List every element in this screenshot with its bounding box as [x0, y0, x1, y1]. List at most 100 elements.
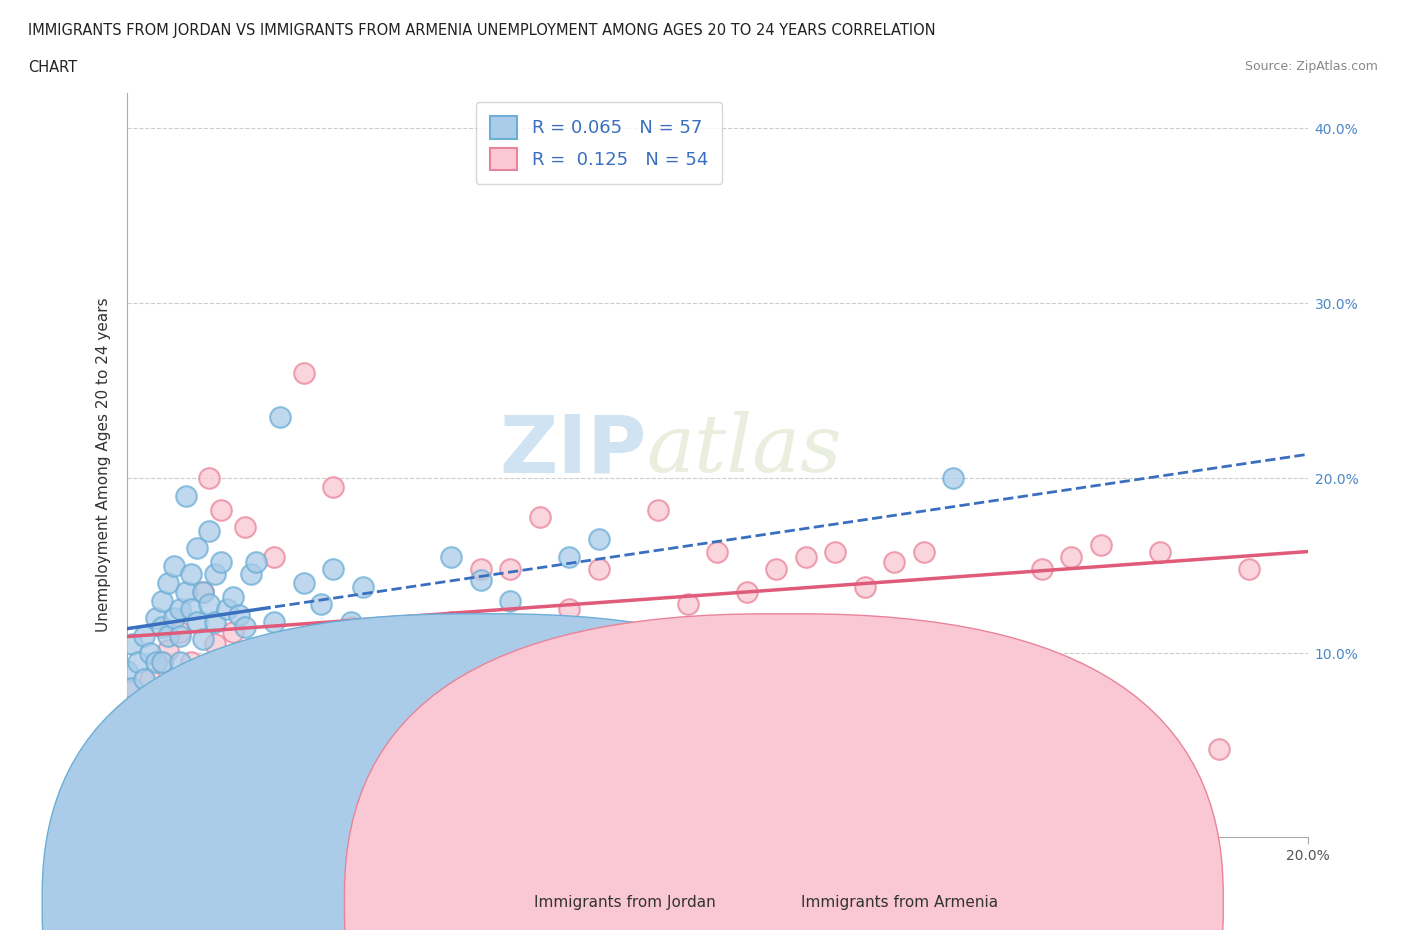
Point — [228, 607, 250, 622]
Point — [470, 562, 492, 577]
Point — [499, 593, 522, 608]
Point — [145, 611, 167, 626]
Point — [127, 724, 149, 739]
Point — [222, 625, 245, 640]
Point — [381, 631, 404, 646]
Point — [145, 684, 167, 699]
Point — [311, 597, 333, 612]
Point — [824, 544, 846, 559]
Point — [322, 562, 344, 577]
Point — [134, 672, 156, 687]
Point — [215, 602, 238, 617]
Point — [269, 409, 291, 424]
Point — [1237, 562, 1260, 577]
Point — [193, 584, 215, 599]
Point — [588, 562, 610, 577]
Point — [274, 637, 297, 652]
Point — [263, 614, 285, 629]
Point — [245, 649, 267, 664]
Point — [912, 544, 935, 559]
Point — [588, 532, 610, 547]
Point — [853, 579, 876, 594]
Point — [204, 567, 226, 582]
Point — [169, 655, 191, 670]
Point — [180, 567, 202, 582]
Point — [765, 562, 787, 577]
Point — [263, 550, 285, 565]
Point — [470, 572, 492, 587]
Point — [1090, 538, 1112, 552]
Point — [134, 695, 156, 710]
Point — [735, 584, 758, 599]
Point — [411, 712, 433, 727]
Point — [186, 614, 208, 629]
Point — [209, 554, 232, 569]
Point — [174, 672, 197, 687]
Point — [706, 544, 728, 559]
Point — [150, 655, 173, 670]
Point — [180, 602, 202, 617]
Point — [399, 695, 422, 710]
Point — [174, 584, 197, 599]
Text: Immigrants from Armenia: Immigrants from Armenia — [801, 895, 998, 910]
Point — [139, 672, 162, 687]
Point — [794, 550, 817, 565]
Point — [363, 689, 385, 704]
Point — [942, 471, 965, 485]
Point — [115, 681, 138, 696]
Text: Immigrants from Jordan: Immigrants from Jordan — [534, 895, 716, 910]
Point — [222, 590, 245, 604]
Point — [239, 567, 262, 582]
Text: CHART: CHART — [28, 60, 77, 75]
Point — [499, 562, 522, 577]
Point — [972, 655, 994, 670]
Point — [174, 488, 197, 503]
Point — [139, 689, 162, 704]
Point — [363, 649, 385, 664]
Point — [233, 520, 256, 535]
Point — [1060, 550, 1083, 565]
Point — [169, 625, 191, 640]
Point — [883, 554, 905, 569]
Point — [163, 611, 186, 626]
Point — [198, 597, 221, 612]
Point — [558, 602, 581, 617]
Point — [150, 593, 173, 608]
Point — [186, 540, 208, 555]
Point — [186, 702, 208, 717]
Point — [1208, 742, 1230, 757]
Text: Source: ZipAtlas.com: Source: ZipAtlas.com — [1244, 60, 1378, 73]
Point — [163, 558, 186, 573]
Point — [150, 619, 173, 634]
Point — [204, 637, 226, 652]
Point — [121, 698, 143, 713]
Legend: R = 0.065   N = 57, R =  0.125   N = 54: R = 0.065 N = 57, R = 0.125 N = 54 — [475, 102, 723, 184]
Point — [169, 629, 191, 644]
Point — [1149, 544, 1171, 559]
Point — [121, 681, 143, 696]
Point — [180, 655, 202, 670]
Point — [281, 631, 304, 646]
Y-axis label: Unemployment Among Ages 20 to 24 years: Unemployment Among Ages 20 to 24 years — [96, 298, 111, 632]
Point — [209, 502, 232, 517]
Text: IMMIGRANTS FROM JORDAN VS IMMIGRANTS FROM ARMENIA UNEMPLOYMENT AMONG AGES 20 TO : IMMIGRANTS FROM JORDAN VS IMMIGRANTS FRO… — [28, 23, 936, 38]
Point — [115, 707, 138, 722]
Point — [127, 655, 149, 670]
Point — [411, 707, 433, 722]
Point — [193, 584, 215, 599]
Point — [134, 629, 156, 644]
Point — [150, 655, 173, 670]
Point — [440, 550, 463, 565]
Point — [198, 524, 221, 538]
Point — [198, 471, 221, 485]
Point — [340, 614, 363, 629]
Point — [156, 576, 179, 591]
Point — [169, 602, 191, 617]
Point — [245, 554, 267, 569]
Text: ZIP: ZIP — [499, 411, 647, 489]
Point — [233, 619, 256, 634]
Point — [352, 579, 374, 594]
Point — [676, 597, 699, 612]
Point — [322, 480, 344, 495]
Point — [204, 614, 226, 629]
